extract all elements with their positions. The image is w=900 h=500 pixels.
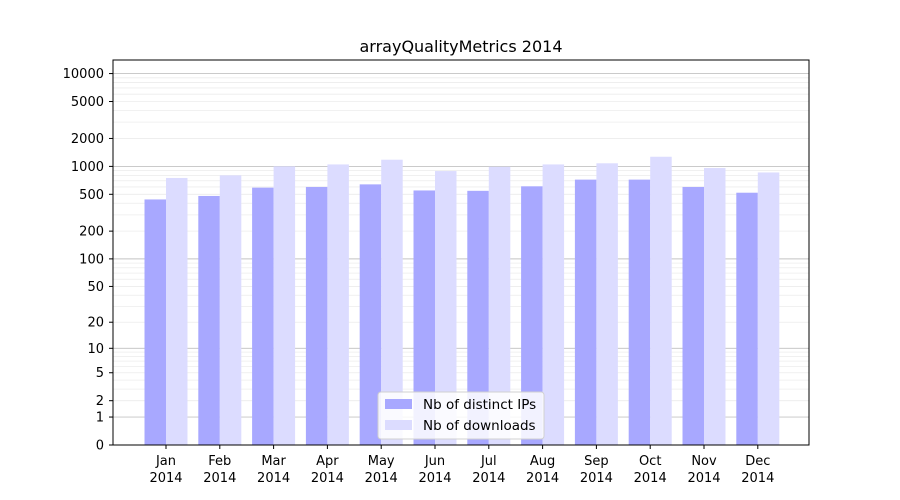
y-tick-label: 200 (79, 225, 104, 240)
bar-distinct-ips (305, 186, 328, 445)
legend-swatch (385, 399, 412, 409)
bar-distinct-ips (359, 184, 382, 445)
x-tick-label-year: 2014 (634, 471, 667, 486)
x-tick-label-month: Dec (745, 454, 770, 469)
legend: Nb of distinct IPs Nb of downloads (377, 391, 545, 440)
y-tick-label: 500 (79, 188, 104, 203)
y-tick-label: 5 (96, 366, 104, 381)
bar-downloads (704, 168, 726, 445)
bar-distinct-ips (682, 186, 704, 445)
y-tick-label: 2 (96, 394, 104, 409)
y-tick-label: 10 (87, 342, 104, 357)
legend-label: Nb of distinct IPs (423, 397, 536, 413)
bar-downloads (273, 166, 296, 445)
x-tick-label-month: Apr (316, 454, 339, 469)
x-tick-label-year: 2014 (365, 471, 398, 486)
x-tick-label-month: Sep (584, 454, 609, 469)
legend-label: Nb of downloads (423, 418, 536, 434)
x-tick-label-year: 2014 (687, 471, 720, 486)
x-tick-label-year: 2014 (149, 471, 182, 486)
x-tick-label-year: 2014 (472, 471, 505, 486)
x-tick-label-year: 2014 (257, 471, 290, 486)
x-tick-label-year: 2014 (741, 471, 774, 486)
x-tick-label-year: 2014 (311, 471, 344, 486)
y-tick-label: 1000 (71, 160, 104, 175)
bar-downloads (488, 166, 511, 445)
y-tick-label: 100 (79, 252, 104, 267)
legend-box (377, 391, 545, 440)
bar-distinct-ips (574, 179, 597, 445)
bar-downloads (596, 163, 618, 445)
bar-downloads (435, 171, 457, 445)
bar-distinct-ips (252, 187, 274, 446)
bar-downloads (650, 156, 672, 445)
plot-frame (112, 59, 810, 446)
bar-downloads (327, 164, 349, 445)
legend-swatch (385, 420, 412, 430)
bar-distinct-ips (467, 190, 489, 445)
y-tick-label: 0 (96, 439, 104, 454)
x-axis: Jan 2014 Feb 2014 Mar 2014 Apr 2014 May 2014 Jun 20… (149, 445, 774, 486)
chart-title: arrayQualityMetrics 2014 (359, 37, 562, 56)
x-tick-label-month: Nov (691, 454, 717, 469)
bar-distinct-ips (736, 192, 758, 445)
y-tick-label: 5000 (71, 95, 104, 110)
x-tick-label-year: 2014 (418, 471, 451, 486)
x-tick-label-month: Mar (261, 454, 286, 469)
x-tick-label-year: 2014 (580, 471, 613, 486)
y-tick-label: 2000 (71, 132, 104, 147)
x-tick-label-month: Jan (155, 454, 176, 469)
bar-distinct-ips (413, 190, 435, 445)
x-tick-label-month: Aug (530, 454, 555, 469)
bars-group (144, 156, 780, 446)
bar-downloads (166, 177, 188, 445)
y-tick-label: 10000 (63, 67, 104, 82)
bar-downloads (542, 164, 565, 445)
bar-downloads (757, 172, 780, 445)
y-tick-label: 50 (87, 280, 104, 295)
bar-downloads (381, 159, 403, 445)
bar-distinct-ips (521, 186, 543, 445)
x-tick-label-month: Oct (639, 454, 661, 469)
x-tick-label-month: Jul (480, 454, 497, 469)
bar-downloads (219, 175, 242, 445)
x-tick-label-month: Feb (208, 454, 231, 469)
x-tick-label-year: 2014 (203, 471, 236, 486)
y-axis: 0 1 2 5 10 20 50 100 200 500 1000 2000 5000 10000 (63, 67, 113, 454)
x-tick-label-month: May (368, 454, 395, 469)
x-tick-label-month: Jun (424, 454, 445, 469)
y-tick-label: 20 (87, 316, 104, 331)
bar-distinct-ips (144, 199, 166, 445)
y-tick-label: 1 (96, 411, 104, 426)
bar-distinct-ips (628, 179, 651, 445)
bar-distinct-ips (198, 195, 220, 445)
x-tick-label-year: 2014 (526, 471, 559, 486)
